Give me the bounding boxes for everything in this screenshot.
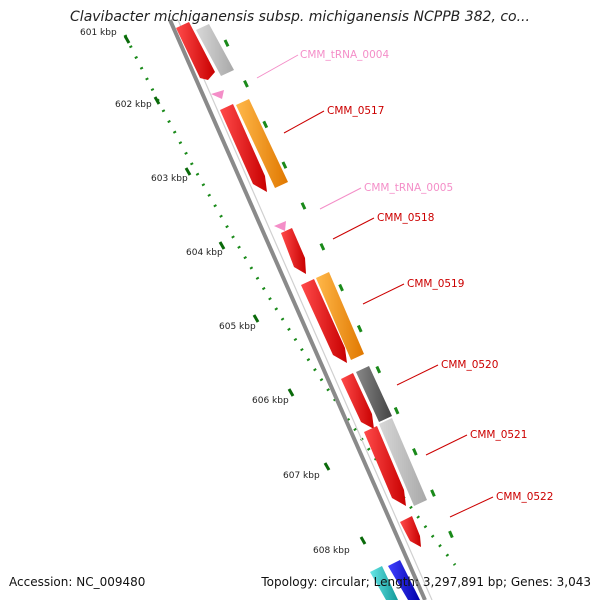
blue-hit-block — [388, 560, 420, 600]
feature-label[interactable]: CMM_0521 — [470, 429, 527, 441]
feature-label[interactable]: CMM_tRNA_0005 — [364, 182, 453, 194]
feature-label[interactable]: CMM_0522 — [496, 491, 553, 503]
gene-arrow-cmm-0520 — [341, 373, 374, 429]
ruler-major-ticks — [123, 35, 367, 545]
cyan-hit-block — [370, 566, 398, 600]
feature-track-arc — [223, 39, 464, 561]
genome-backbone — [168, 19, 427, 601]
accession-label: Accession: NC_009480 — [9, 575, 146, 589]
ruler-tick-label: 602 kbp — [115, 100, 152, 110]
feature-labels: CMM_tRNA_0004 CMM_0517 CMM_tRNA_0005 CMM… — [300, 49, 553, 503]
leader-line — [449, 496, 494, 518]
feature-label[interactable]: CMM_0519 — [407, 278, 464, 290]
feature-label[interactable]: CMM_tRNA_0004 — [300, 49, 389, 61]
map-title: Clavibacter michiganensis subsp. michiga… — [70, 9, 530, 25]
gene-arrow-cmm-0518 — [281, 228, 306, 274]
feature-leaders — [256, 54, 494, 518]
leader-line — [283, 110, 325, 134]
ruler-tick-label: 608 kbp — [313, 546, 350, 556]
trna-marker-0004 — [211, 90, 224, 99]
gray-hit-block — [379, 418, 427, 506]
dark-gray-hit-block — [356, 366, 392, 422]
gene-arrow-0516 — [176, 22, 215, 80]
gene-arrow-cmm-0521 — [364, 426, 406, 506]
orange-hit-block — [236, 99, 288, 188]
leader-line — [256, 54, 299, 79]
ruler-tick-label: 605 kbp — [219, 322, 256, 332]
gene-arrow-cmm-0522 — [400, 516, 421, 547]
feature-label[interactable]: CMM_0518 — [377, 212, 434, 224]
ruler-tick-label: 606 kbp — [252, 396, 289, 406]
gene-features — [176, 22, 421, 547]
similarity-hits — [196, 24, 427, 600]
ruler-tick-labels: 601 kbp 602 kbp 603 kbp 604 kbp 605 kbp … — [80, 28, 350, 556]
leader-line — [332, 217, 375, 240]
leader-line — [396, 364, 439, 386]
gene-arrow-cmm-0517 — [220, 104, 267, 192]
ruler-tick-label: 604 kbp — [186, 248, 223, 258]
trna-marker-0005 — [274, 221, 286, 231]
genome-stats-label: Topology: circular; Length: 3,297,891 bp… — [261, 575, 591, 589]
ruler-tick-label: 603 kbp — [151, 174, 188, 184]
ruler-tick-label: 601 kbp — [80, 28, 117, 38]
orange-hit-block — [316, 272, 364, 360]
feature-label[interactable]: CMM_0517 — [327, 105, 384, 117]
leader-line — [425, 434, 468, 456]
ruler-tick-label: 607 kbp — [283, 471, 320, 481]
gene-arrow-cmm-0519 — [301, 279, 347, 363]
leader-line — [319, 187, 362, 210]
feature-label[interactable]: CMM_0520 — [441, 359, 498, 371]
genome-backbone-inner — [177, 19, 433, 601]
leader-line — [362, 283, 405, 305]
gray-hit-block — [196, 24, 234, 76]
